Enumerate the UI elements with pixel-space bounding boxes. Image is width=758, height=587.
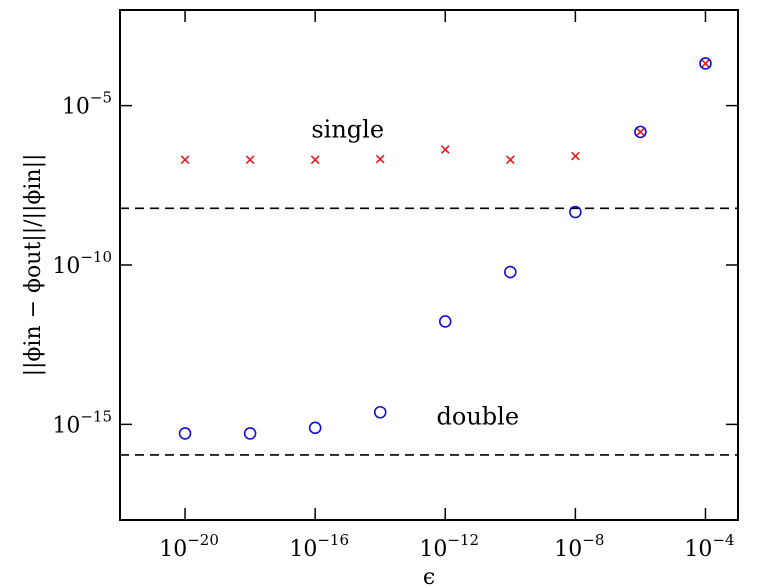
x-tick-label-0: 10−20 bbox=[159, 531, 219, 562]
x-tick-label-1: 10−16 bbox=[289, 531, 349, 562]
marker-cross-4 bbox=[440, 145, 450, 154]
x-tick-label-2: 10−12 bbox=[419, 531, 479, 562]
marker-circle-7 bbox=[634, 125, 647, 139]
annotation-single: single bbox=[311, 116, 384, 144]
marker-cross-2 bbox=[310, 155, 320, 165]
annotation-double: double bbox=[437, 402, 520, 430]
x-tick-label-exponent: −20 bbox=[187, 531, 219, 549]
marker-circle-6 bbox=[569, 205, 582, 219]
y-tick-label-exponent: −5 bbox=[90, 89, 112, 107]
reference-lines bbox=[120, 207, 738, 456]
y-tick-label-1: 10−10 bbox=[52, 248, 112, 279]
marker-circle-8 bbox=[699, 57, 712, 70]
x-tick-label-base: 10 bbox=[159, 537, 187, 562]
y-tick-label-2: 10−5 bbox=[62, 89, 112, 120]
x-tick-label-3: 10−8 bbox=[554, 531, 604, 562]
marker-cross-0 bbox=[180, 155, 190, 165]
marker-circle-5 bbox=[504, 265, 517, 279]
x-tick-label-base: 10 bbox=[554, 537, 582, 562]
data-markers bbox=[178, 57, 712, 440]
marker-cross-7 bbox=[636, 127, 645, 137]
y-axis-label: ||ϕin − ϕout||/||ϕin|| bbox=[21, 154, 46, 377]
x-axis-label: ϵ bbox=[423, 565, 435, 587]
marker-circle-4 bbox=[438, 315, 452, 328]
x-tick-label-exponent: −12 bbox=[447, 531, 479, 549]
y-tick-label-base: 10 bbox=[52, 254, 80, 279]
x-tick-label-4: 10−4 bbox=[684, 531, 734, 562]
marker-cross-8 bbox=[701, 59, 710, 68]
x-tick-label-base: 10 bbox=[684, 537, 712, 562]
marker-circle-2 bbox=[308, 421, 322, 435]
x-tick-label-exponent: −16 bbox=[317, 531, 349, 549]
marker-circle-3 bbox=[373, 405, 387, 419]
y-tick-label-base: 10 bbox=[62, 95, 90, 120]
annotations: single double bbox=[311, 116, 519, 431]
x-tick-label-exponent: −8 bbox=[582, 531, 604, 549]
marker-circle-0 bbox=[178, 427, 192, 440]
y-tick-label-0: 10−15 bbox=[52, 407, 112, 438]
y-tick-label-base: 10 bbox=[52, 413, 80, 438]
plot-frame bbox=[119, 9, 739, 521]
marker-cross-6 bbox=[571, 151, 580, 161]
marker-cross-1 bbox=[245, 155, 255, 165]
marker-cross-3 bbox=[375, 154, 385, 164]
y-tick-label-exponent: −15 bbox=[80, 407, 112, 425]
axis-ticks bbox=[120, 10, 738, 520]
marker-circle-1 bbox=[243, 427, 257, 440]
y-tick-label-exponent: −10 bbox=[80, 248, 112, 266]
x-tick-label-base: 10 bbox=[419, 537, 447, 562]
x-tick-label-base: 10 bbox=[289, 537, 317, 562]
marker-cross-5 bbox=[505, 155, 515, 165]
x-tick-label-exponent: −4 bbox=[712, 531, 734, 549]
